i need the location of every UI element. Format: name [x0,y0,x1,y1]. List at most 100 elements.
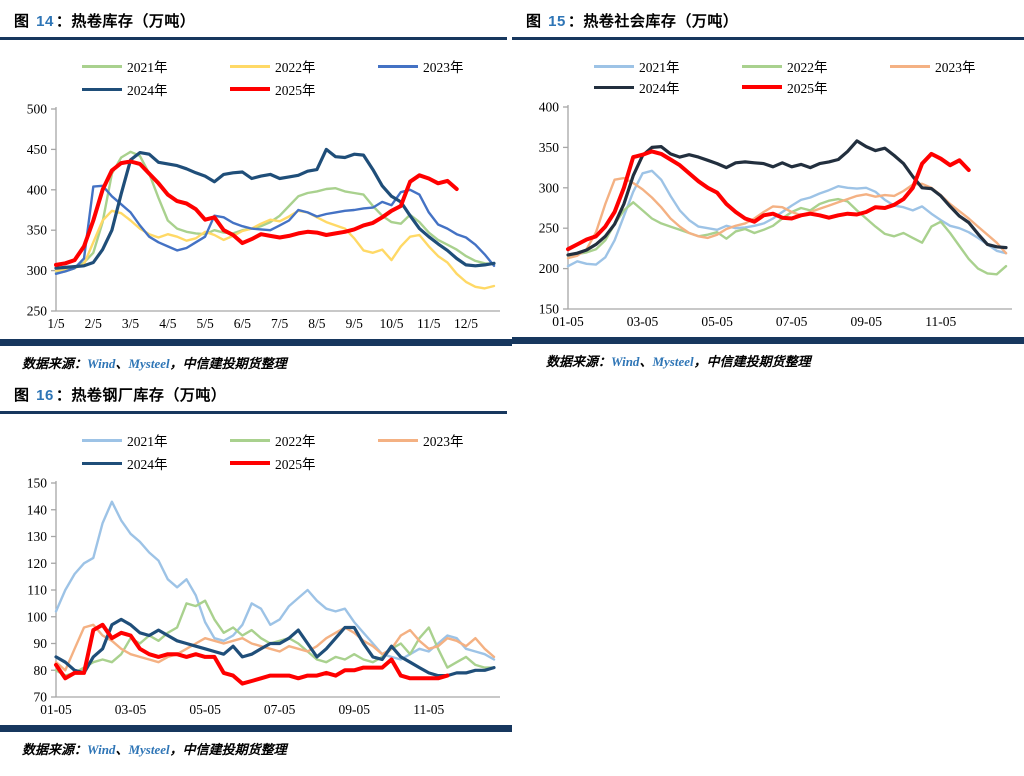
y-axis-tick-label: 90 [34,636,48,651]
section-divider [0,339,512,346]
series-line-2024年 [566,139,1008,257]
legend-label: 2023年 [935,60,976,75]
source-mysteel: Mysteel [652,354,694,369]
x-axis-tick-label: 09-05 [338,702,370,717]
source-sep: 、 [115,356,129,371]
x-axis-tick-label: 07-05 [776,314,808,329]
y-axis-tick-label: 80 [34,663,48,678]
y-axis-tick-label: 250 [539,221,560,236]
y-axis-tick-label: 450 [27,142,48,157]
section-divider [0,725,512,732]
legend-label: 2022年 [275,434,316,449]
legend-item: 2024年 [82,453,230,473]
legend-item: 2022年 [230,56,378,76]
figure-15-title: 图 15 ：热卷社会库存（万吨） [526,10,1024,31]
title-text: ：热卷库存（万吨） [55,13,196,30]
legend-swatch [82,438,122,442]
source-org: 中信建投期货整理 [706,354,811,369]
series-line-2023年 [54,623,496,672]
x-axis-tick-label: 9/5 [346,316,364,331]
series-line-2023年 [54,184,496,275]
top-row: 图 14 ：热卷库存（万吨） 2021年 2022年 2023年 2024年 2025年 … [0,0,1024,372]
source-label: 数据来源： [22,356,88,371]
series-line-2022年 [54,599,496,677]
legend-item: 2023年 [890,56,1024,76]
series-line-2024年 [54,147,496,270]
series-line-2025年 [54,159,459,267]
legend-item: 2022年 [230,430,378,450]
data-source: 数据来源：Wind、Mysteel，中信建投期货整理 [22,353,512,372]
series-line-2021年 [54,500,496,661]
x-axis-tick-label: 05-05 [189,702,221,717]
source-org: 中信建投期货整理 [182,742,287,757]
x-axis-tick-label: 03-05 [627,314,659,329]
title-number: 14 [36,13,54,30]
legend-swatch [594,64,634,68]
legend-item: 2025年 [230,453,378,473]
series-line-2025年 [566,149,971,252]
source-sep: 、 [115,742,129,757]
y-axis-tick-label: 500 [27,102,48,117]
figure-14-title: 图 14 ：热卷库存（万吨） [14,10,512,31]
legend-swatch [230,87,270,91]
legend-item: 2025年 [230,79,378,99]
legend-label: 2022年 [275,60,316,75]
y-axis-tick-label: 200 [539,261,560,276]
figure-16: 图 16 ：热卷钢厂库存（万吨） 2021年 2022年 2023年 2024年 2025… [0,372,512,758]
y-axis-tick-label: 300 [539,180,560,195]
x-axis-tick-label: 2/5 [85,316,103,331]
source-org: 中信建投期货整理 [182,356,287,371]
y-axis-tick-label: 140 [27,502,48,517]
legend-item: 2022年 [742,56,890,76]
series-line-2024年 [54,617,496,678]
legend-label: 2021年 [639,60,680,75]
y-axis-tick-label: 250 [27,304,48,319]
figure-16-title: 图 16 ：热卷钢厂库存（万吨） [14,384,512,405]
chart-legend: 2021年 2022年 2023年 2024年 2025年 [0,40,512,101]
legend-swatch [230,64,270,68]
legend-swatch [230,438,270,442]
legend-swatch [82,87,122,91]
x-axis-tick-label: 11-05 [413,702,444,717]
x-axis-tick-label: 8/5 [308,316,326,331]
legend-label: 2021年 [127,434,168,449]
y-axis-tick-label: 120 [27,556,48,571]
figure-15: 图 15 ：热卷社会库存（万吨） 2021年 2022年 2023年 2024年 2025… [512,0,1024,372]
source-sep: 、 [639,354,653,369]
series-line-2021年 [54,150,496,275]
line-chart-15: 150 200 250 300 350 400 01-05 03-05 05-05 07-05 09… [539,100,1012,329]
x-axis-tick-label: 5/5 [196,316,214,331]
x-axis-tick-label: 03-05 [115,702,147,717]
legend-label: 2023年 [423,60,464,75]
source-wind: Wind [87,356,116,371]
legend-label: 2025年 [787,81,828,96]
legend-swatch [742,85,782,89]
y-axis-tick-label: 150 [539,302,560,317]
x-axis-tick-label: 11/5 [417,316,441,331]
line-chart-14: 250 300 350 400 450 500 1/5 2/5 3/5 4/5 5/5 6/5 7/5 8… [27,102,500,331]
section-divider [512,337,1024,344]
title-text: ：热卷社会库存（万吨） [567,13,739,30]
title-number: 16 [36,387,54,404]
legend-swatch [82,64,122,68]
source-sep: ， [693,354,707,369]
source-label: 数据来源： [546,354,612,369]
series-line-2025年 [54,622,450,686]
x-axis-tick-label: 11-05 [925,314,956,329]
x-axis-tick-label: 3/5 [122,316,140,331]
y-axis-tick-label: 400 [27,182,48,197]
legend-label: 2024年 [639,81,680,96]
x-axis-tick-label: 05-05 [701,314,733,329]
title-prefix: 图 [526,13,547,30]
legend-item: 2021年 [82,430,230,450]
title-divider [0,411,507,414]
y-axis-tick-label: 70 [34,690,48,705]
x-axis-tick-label: 1/5 [47,316,65,331]
series-line-2022年 [566,197,1008,276]
x-axis-tick-label: 01-05 [40,702,72,717]
legend-swatch [890,64,930,68]
source-label: 数据来源： [22,742,88,757]
legend-swatch [230,461,270,465]
legend-label: 2025年 [275,83,316,98]
bottom-row: 图 16 ：热卷钢厂库存（万吨） 2021年 2022年 2023年 2024年 2025… [0,372,1024,758]
